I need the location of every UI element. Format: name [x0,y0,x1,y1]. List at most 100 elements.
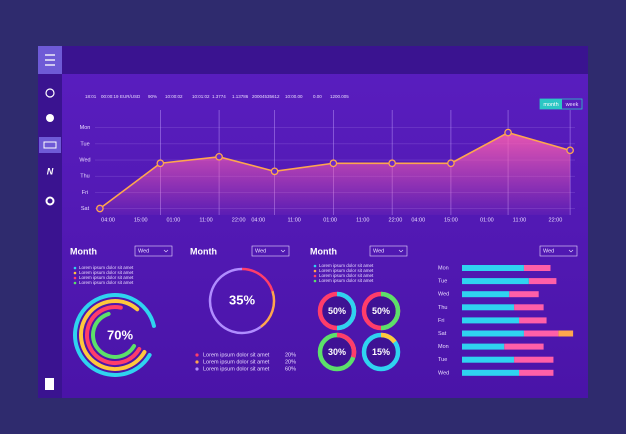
point [156,159,165,168]
x-tick-label: 22:00 [549,217,563,223]
legend-dot [73,281,77,285]
ticker-text: 0.00 [313,94,322,99]
donut-label: 50% [372,306,390,316]
bar-segment [462,265,524,271]
settings-icon[interactable] [45,196,55,206]
donut-value [336,332,357,358]
ticker-text: 90% [148,94,157,99]
ticker-text: 1.3774 [212,94,226,99]
y-tick-label: Fri [82,190,88,196]
legend-dot [73,271,77,275]
bar-segment [462,356,515,363]
bar-segment [462,278,529,285]
active-nav[interactable] [39,137,61,153]
bar-segment [462,343,505,350]
legend-dot [73,276,77,280]
donut-segment [208,267,262,335]
panel-title: Month [70,246,97,256]
legend-text: Lorem ipsum dolor sit amet [319,268,374,273]
bar-segment [462,317,520,324]
panel [38,46,588,398]
bar-segment [504,343,544,350]
bar-segment [514,356,554,363]
y-tick-label: Wed [438,292,449,298]
dropdown-value[interactable]: Wed [543,248,554,254]
y-tick-label: Wed [79,157,90,163]
legend-text: Lorem ipsum dolor sit amet [203,366,270,372]
dropdown-caret [568,249,574,253]
user-icon[interactable] [45,88,55,98]
bar-segment [519,317,547,324]
x-tick-label: 04:00 [411,217,425,223]
ticker-text: 1.13786 [232,94,249,99]
ticker-text: 00:00:19 [101,94,119,99]
dropdown[interactable] [251,245,290,257]
toggle-month[interactable]: month [543,102,558,108]
y-tick-label: Mon [438,265,449,271]
ring [85,305,142,365]
y-tick-label: Tue [438,279,447,285]
bar-segment [558,330,574,337]
bar-segment [462,304,515,311]
group-icon[interactable] [46,114,54,122]
dropdown-caret [163,249,169,253]
point [270,167,279,176]
toggle-week[interactable]: week [565,102,579,108]
dropdown-caret [398,249,404,253]
legend-dot [313,279,317,283]
legend-value: 60% [285,366,296,372]
y-tick-label: Mon [80,125,91,131]
ticker-text: EUR/USD [120,94,141,99]
dropdown[interactable] [134,245,173,257]
legend-text: Lorem ipsum dolor sit amet [319,273,374,278]
x-tick-label: 11:00 [288,217,301,223]
toggle-active[interactable] [540,99,562,109]
legend-dot [313,274,317,278]
bar-segment [519,369,554,376]
ticker-text: 10:00:02 [165,94,183,99]
legend-text: Lorem ipsum dolor sit amet [79,270,134,275]
legend-text: Lorem ipsum dolor sit amet [79,265,134,270]
x-tick-label: 01:00 [480,217,494,223]
ring [73,293,156,377]
legend-text: Lorem ipsum dolor sit amet [79,280,134,285]
y-tick-label: Wed [438,370,449,376]
y-tick-label: Thu [438,305,447,311]
legend-text: Lorem ipsum dolor sit amet [319,263,374,268]
bar-segment [523,265,551,271]
x-tick-label: 04:00 [101,217,115,223]
chart-icon [43,141,57,149]
x-tick-label: 22:00 [232,217,246,223]
point [215,152,223,161]
top-bar [38,46,588,74]
dropdown-value[interactable]: Wed [255,248,266,254]
x-tick-label: 15:00 [444,217,458,223]
dropdown-value[interactable]: Wed [138,248,149,254]
legend-value: 20% [285,359,296,365]
donut-value [380,332,397,344]
bar-segment [509,291,539,298]
x-tick-label: 15:00 [134,217,148,223]
sidebar [38,46,62,398]
logo-letter[interactable]: N [47,166,54,176]
ticker-text: 10:01:02 [192,94,210,99]
point [447,159,455,168]
x-tick-label: 11:00 [513,217,526,223]
legend-dot [73,266,77,270]
donut-label: 50% [328,306,346,316]
legend-dot [313,269,317,273]
y-tick-label: Fri [438,318,444,324]
ticker-text: 1200.005 [330,94,349,99]
exit-icon[interactable] [45,378,54,390]
legend-text: Lorem ipsum dolor sit amet [203,359,270,365]
dropdown-value[interactable]: Wed [373,248,384,254]
legend-text: Lorem ipsum dolor sit amet [203,352,270,358]
donut-label: 15% [372,347,390,357]
legend-dot [195,367,199,371]
donut-segment [260,290,276,328]
x-tick-label: 11:00 [199,217,212,223]
y-tick-label: Tue [80,141,89,147]
dropdown[interactable] [539,245,578,257]
bar-segment [462,291,510,298]
dropdown[interactable] [369,245,408,257]
